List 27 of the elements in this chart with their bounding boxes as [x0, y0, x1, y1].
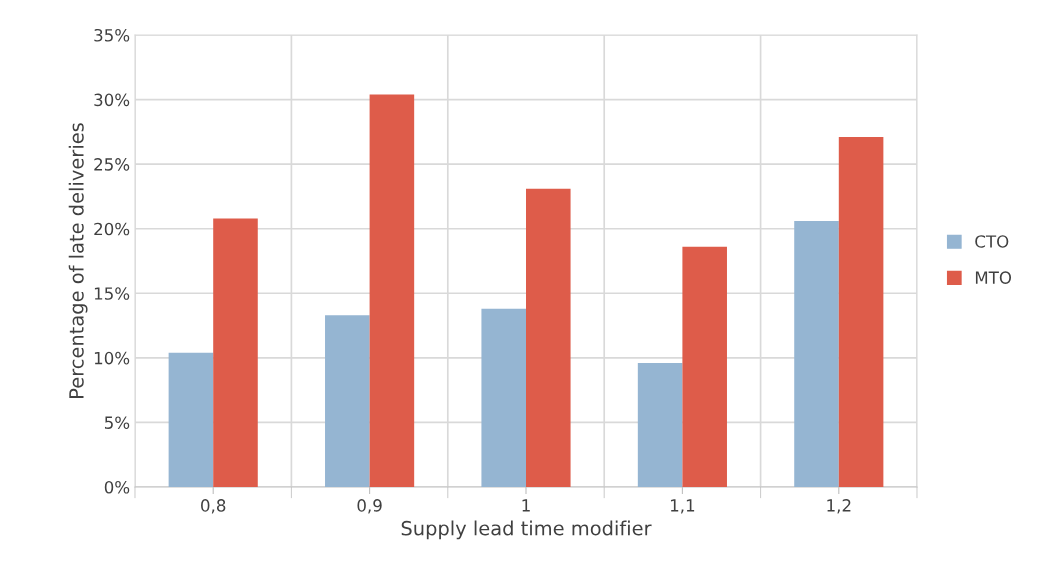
x-tick-label: 1 — [522, 499, 530, 512]
bar — [682, 246, 727, 487]
bar — [325, 315, 370, 487]
y-axis-title: Percentage of late deliveries — [68, 123, 88, 398]
bar — [526, 188, 571, 487]
y-tick-label: 10% — [94, 351, 130, 365]
bar — [369, 94, 415, 487]
x-tick-label: 1,2 — [827, 499, 851, 514]
bar — [637, 363, 683, 487]
legend-label: CTO — [975, 235, 1009, 248]
bar — [481, 308, 526, 487]
legend-label: MTO — [975, 271, 1012, 284]
x-axis-title: Supply lead time modifier — [401, 520, 652, 540]
bar — [213, 218, 258, 487]
x-tick-label: 0,8 — [201, 499, 226, 514]
y-tick-label: 5% — [104, 416, 130, 429]
bar — [168, 352, 214, 487]
y-tick-label: 25% — [94, 158, 130, 171]
bar — [838, 137, 884, 487]
bar — [794, 220, 839, 487]
y-tick-label: 35% — [94, 28, 130, 42]
y-tick-label: 20% — [94, 222, 130, 236]
x-tick-label: 0,9 — [357, 499, 382, 514]
y-tick-label: 30% — [94, 93, 130, 107]
y-tick-label: 15% — [94, 287, 130, 300]
x-tick-label: 1,1 — [670, 499, 695, 514]
y-tick-label: 0% — [104, 480, 130, 494]
